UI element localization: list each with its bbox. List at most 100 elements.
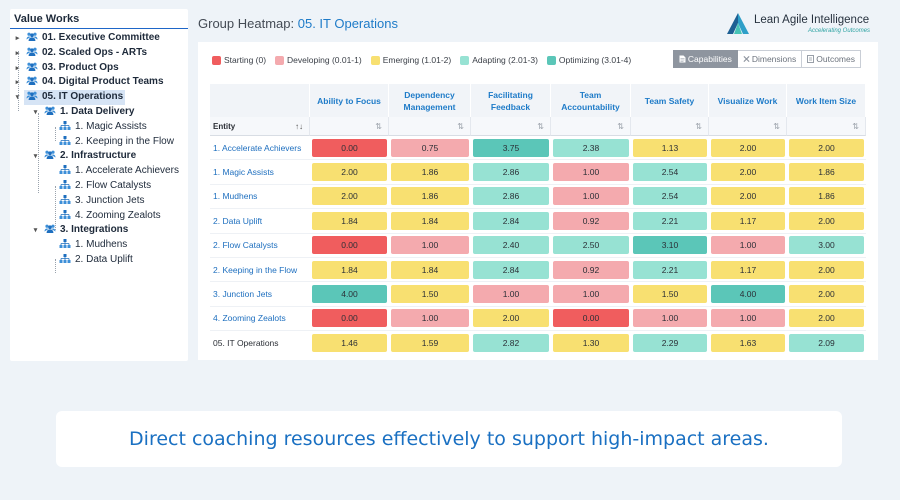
heat-cell[interactable]: 2.00: [789, 309, 864, 328]
heat-cell[interactable]: 4.00: [711, 285, 785, 304]
heat-cell[interactable]: 1.84: [312, 211, 387, 230]
entity-link[interactable]: 2. Keeping in the Flow: [210, 258, 310, 283]
heat-cell[interactable]: 1.13: [633, 138, 707, 157]
entity-link[interactable]: 2. Data Uplift: [210, 209, 310, 234]
tree-node[interactable]: ▾ 3. Integrations: [10, 223, 188, 238]
heat-cell[interactable]: 1.50: [391, 285, 469, 304]
expand-icon[interactable]: ▸: [15, 64, 20, 72]
tree-node[interactable]: ▸ 04. Digital Product Teams: [10, 75, 188, 90]
heat-cell[interactable]: 2.00: [711, 187, 785, 206]
collapse-icon[interactable]: ▾: [15, 94, 20, 102]
heat-cell[interactable]: 1.00: [553, 163, 629, 182]
tree-node[interactable]: 3. Junction Jets: [10, 194, 188, 209]
heat-cell[interactable]: 2.09: [789, 334, 864, 353]
tree-node[interactable]: ▾ 2. Infrastructure: [10, 149, 188, 164]
entity-link[interactable]: 4. Zooming Zealots: [210, 307, 310, 332]
entity-link[interactable]: 1. Mudhens: [210, 185, 310, 210]
heat-cell[interactable]: 2.00: [789, 260, 864, 279]
heat-cell[interactable]: 3.00: [789, 236, 864, 255]
sort-icon[interactable]: ⇅: [310, 117, 389, 136]
heat-cell[interactable]: 1.86: [789, 187, 864, 206]
heat-cell[interactable]: 1.84: [312, 260, 387, 279]
column-header[interactable]: Visualize Work: [709, 84, 787, 117]
heat-cell[interactable]: 1.00: [553, 187, 629, 206]
tree-node[interactable]: 4. Zooming Zealots: [10, 209, 188, 224]
heat-cell[interactable]: 2.00: [789, 211, 864, 230]
expand-icon[interactable]: ▸: [15, 35, 20, 42]
heat-cell[interactable]: 1.00: [711, 309, 785, 328]
expand-icon[interactable]: ▸: [15, 49, 20, 57]
heat-cell[interactable]: 1.00: [473, 285, 549, 304]
sort-icon[interactable]: ⇅: [631, 117, 709, 136]
heat-cell[interactable]: 0.00: [312, 309, 387, 328]
tree-node[interactable]: 1. Accelerate Achievers: [10, 164, 188, 179]
heat-cell[interactable]: 1.17: [711, 211, 785, 230]
collapse-icon[interactable]: ▾: [33, 108, 38, 116]
entity-link[interactable]: 1. Magic Assists: [210, 160, 310, 185]
tree-node[interactable]: 2. Flow Catalysts: [10, 179, 188, 194]
sort-icon[interactable]: ⇅: [389, 117, 471, 136]
heat-cell[interactable]: 1.86: [391, 163, 469, 182]
heat-cell[interactable]: 0.00: [312, 236, 387, 255]
heat-cell[interactable]: 2.40: [473, 236, 549, 255]
tab-dimensions[interactable]: Dimensions: [737, 50, 803, 68]
entity-link[interactable]: 2. Flow Catalysts: [210, 234, 310, 258]
entity-link[interactable]: 1. Accelerate Achievers: [210, 136, 310, 161]
heat-cell[interactable]: 0.92: [553, 260, 629, 279]
tree-node[interactable]: ▸ 03. Product Ops: [10, 61, 188, 76]
heat-cell[interactable]: 2.50: [553, 236, 629, 255]
heat-cell[interactable]: 2.38: [553, 138, 629, 157]
heat-cell[interactable]: 2.86: [473, 187, 549, 206]
heat-cell[interactable]: 2.29: [633, 334, 707, 353]
heat-cell[interactable]: 1.46: [312, 334, 387, 353]
heat-cell[interactable]: 2.54: [633, 187, 707, 206]
heat-cell[interactable]: 1.84: [391, 260, 469, 279]
heat-cell[interactable]: 0.92: [553, 211, 629, 230]
heat-cell[interactable]: 2.54: [633, 163, 707, 182]
expand-icon[interactable]: ▸: [15, 79, 20, 87]
sort-icon[interactable]: ⇅: [471, 117, 551, 136]
collapse-icon[interactable]: ▾: [33, 153, 38, 161]
sort-icon[interactable]: ↑↓: [295, 121, 303, 131]
tab-capabilities[interactable]: Capabilities: [672, 50, 738, 68]
heat-cell[interactable]: 2.00: [789, 285, 864, 304]
heat-cell[interactable]: 2.21: [633, 260, 707, 279]
column-header[interactable]: Team Accountability: [551, 84, 631, 117]
heat-cell[interactable]: 1.86: [789, 163, 864, 182]
heat-cell[interactable]: 1.63: [711, 334, 785, 353]
collapse-icon[interactable]: ▾: [33, 227, 38, 235]
heat-cell[interactable]: 3.75: [473, 138, 549, 157]
tree-node[interactable]: 2. Data Uplift: [10, 253, 188, 268]
tree-node[interactable]: 1. Mudhens: [10, 238, 188, 253]
heat-cell[interactable]: 2.00: [711, 163, 785, 182]
heat-cell[interactable]: 2.00: [789, 138, 864, 157]
tree-node[interactable]: ▾ 1. Data Delivery: [10, 105, 188, 120]
entity-link[interactable]: 3. Junction Jets: [210, 282, 310, 307]
column-header[interactable]: Ability to Focus: [310, 84, 389, 117]
column-header[interactable]: Facilitating Feedback: [471, 84, 551, 117]
heat-cell[interactable]: 0.75: [391, 138, 469, 157]
tab-outcomes[interactable]: Outcomes: [802, 50, 861, 68]
heat-cell[interactable]: 2.00: [711, 138, 785, 157]
heat-cell[interactable]: 1.86: [391, 187, 469, 206]
heat-cell[interactable]: 1.50: [633, 285, 707, 304]
heat-cell[interactable]: 2.00: [473, 309, 549, 328]
sort-icon[interactable]: ⇅: [709, 117, 787, 136]
tree-node[interactable]: ▸ 02. Scaled Ops - ARTs: [10, 46, 188, 61]
tree-node[interactable]: ▸ 01. Executive Committee: [10, 31, 188, 46]
column-header[interactable]: Team Safety: [631, 84, 709, 117]
tree-node[interactable]: ▾ 05. IT Operations: [10, 90, 188, 105]
sort-icon[interactable]: ⇅: [787, 117, 866, 136]
heat-cell[interactable]: 1.00: [633, 309, 707, 328]
heat-cell[interactable]: 2.00: [312, 163, 387, 182]
heat-cell[interactable]: 2.00: [312, 187, 387, 206]
heat-cell[interactable]: 1.00: [391, 309, 469, 328]
tree-node[interactable]: 2. Keeping in the Flow: [10, 135, 188, 150]
heat-cell[interactable]: 2.82: [473, 334, 549, 353]
heat-cell[interactable]: 4.00: [312, 285, 387, 304]
heat-cell[interactable]: 2.84: [473, 211, 549, 230]
sort-icon[interactable]: ⇅: [551, 117, 631, 136]
heat-cell[interactable]: 1.17: [711, 260, 785, 279]
column-header[interactable]: Work Item Size: [787, 84, 866, 117]
heat-cell[interactable]: 2.84: [473, 260, 549, 279]
